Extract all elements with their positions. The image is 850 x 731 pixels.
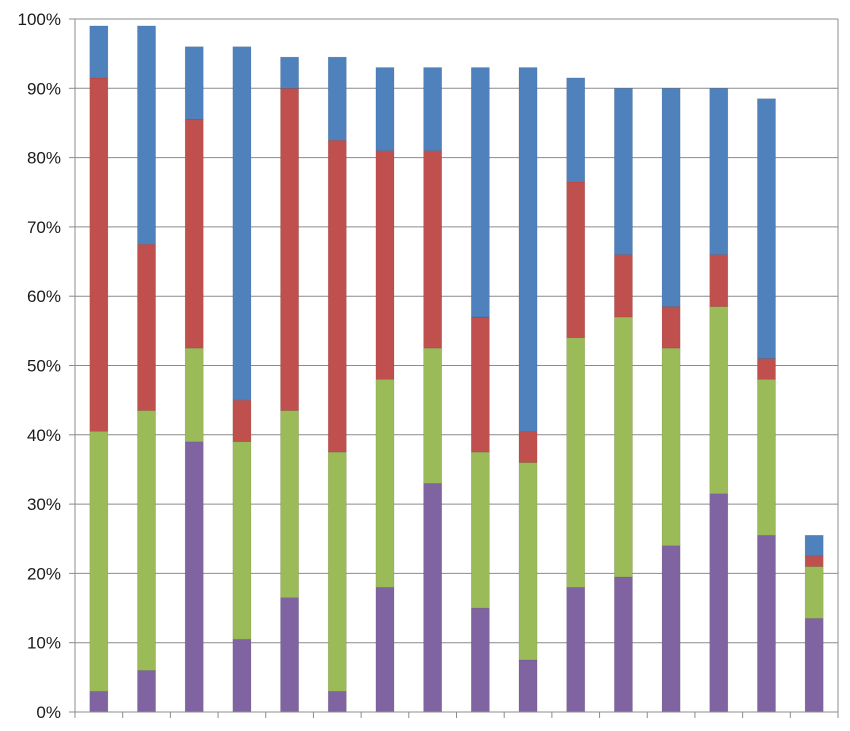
bar-segment bbox=[232, 441, 252, 640]
y-tick-label: 10% bbox=[27, 634, 61, 653]
bar-segment bbox=[327, 139, 347, 453]
bar-segment bbox=[184, 46, 204, 120]
bar-segment bbox=[757, 379, 776, 536]
bar-segment bbox=[423, 67, 443, 151]
y-tick-label: 60% bbox=[27, 287, 61, 306]
bar-segment bbox=[566, 181, 586, 339]
bar-segment bbox=[89, 77, 109, 432]
y-tick-label: 30% bbox=[27, 495, 61, 514]
bar-segment bbox=[184, 119, 204, 349]
bar-segment bbox=[89, 431, 109, 692]
bar-segment bbox=[518, 67, 538, 432]
bar-segment bbox=[614, 88, 633, 255]
y-tick-label: 70% bbox=[27, 218, 61, 237]
bar-segment bbox=[137, 410, 156, 671]
bar-segment bbox=[518, 431, 538, 463]
bar-segment bbox=[327, 690, 347, 713]
y-tick-label: 40% bbox=[27, 426, 61, 445]
bar-segment bbox=[232, 638, 252, 713]
bar-segment bbox=[137, 243, 156, 411]
bar-segment bbox=[280, 597, 299, 713]
bar-segment bbox=[470, 67, 490, 318]
bar-segment bbox=[232, 46, 252, 401]
bar-segment bbox=[614, 316, 633, 578]
bar-segment bbox=[375, 150, 395, 380]
bar-segment bbox=[137, 25, 156, 245]
bar-segment bbox=[661, 347, 681, 546]
bar-segment bbox=[661, 306, 681, 349]
y-tick-label: 100% bbox=[18, 10, 61, 29]
bar-segment bbox=[375, 586, 395, 713]
y-tick-label: 0% bbox=[36, 703, 61, 722]
bar-segment bbox=[566, 337, 586, 588]
bar-segment bbox=[470, 607, 490, 713]
bar-segment bbox=[614, 254, 633, 318]
y-tick-label: 80% bbox=[27, 149, 61, 168]
bar-segment bbox=[709, 254, 729, 307]
bar-segment bbox=[280, 56, 299, 89]
bar-segment bbox=[423, 150, 443, 349]
bars bbox=[89, 25, 824, 713]
bar-segment bbox=[804, 618, 824, 713]
bar-segment bbox=[757, 534, 776, 713]
bar-segment bbox=[89, 690, 109, 713]
bar-segment bbox=[566, 586, 586, 713]
bar-segment bbox=[757, 98, 776, 359]
bar-segment bbox=[327, 56, 347, 141]
y-tick-label: 90% bbox=[27, 79, 61, 98]
bar-segment bbox=[804, 566, 824, 619]
bar-segment bbox=[470, 316, 490, 453]
bar-segment bbox=[327, 451, 347, 692]
bar-segment bbox=[89, 25, 109, 79]
bar-segment bbox=[280, 410, 299, 598]
y-tick-label: 50% bbox=[27, 357, 61, 376]
y-tick-label: 20% bbox=[27, 564, 61, 583]
bar-segment bbox=[137, 670, 156, 713]
bar-segment bbox=[184, 441, 204, 713]
bar-segment bbox=[184, 347, 204, 443]
bar-segment bbox=[709, 493, 729, 713]
bar-segment bbox=[232, 399, 252, 443]
bar-segment bbox=[661, 545, 681, 713]
bar-segment bbox=[709, 306, 729, 495]
axes: 0% 10% 20% 30% 40% 50% 60% 70% 80% 90% 100% bbox=[18, 10, 839, 722]
bar-segment bbox=[709, 88, 729, 255]
bar-segment bbox=[566, 77, 586, 183]
bar-segment bbox=[375, 379, 395, 588]
bar-segment bbox=[661, 88, 681, 307]
bar-segment bbox=[518, 659, 538, 713]
bar-segment bbox=[518, 462, 538, 661]
bar-segment bbox=[423, 483, 443, 713]
bar-segment bbox=[804, 555, 824, 567]
bar-segment bbox=[280, 88, 299, 411]
bar-segment bbox=[375, 67, 395, 151]
bar-segment bbox=[614, 576, 633, 713]
bar-segment bbox=[757, 358, 776, 380]
bar-segment bbox=[423, 347, 443, 484]
bar-segment bbox=[470, 451, 490, 609]
bar-segment bbox=[804, 534, 824, 557]
